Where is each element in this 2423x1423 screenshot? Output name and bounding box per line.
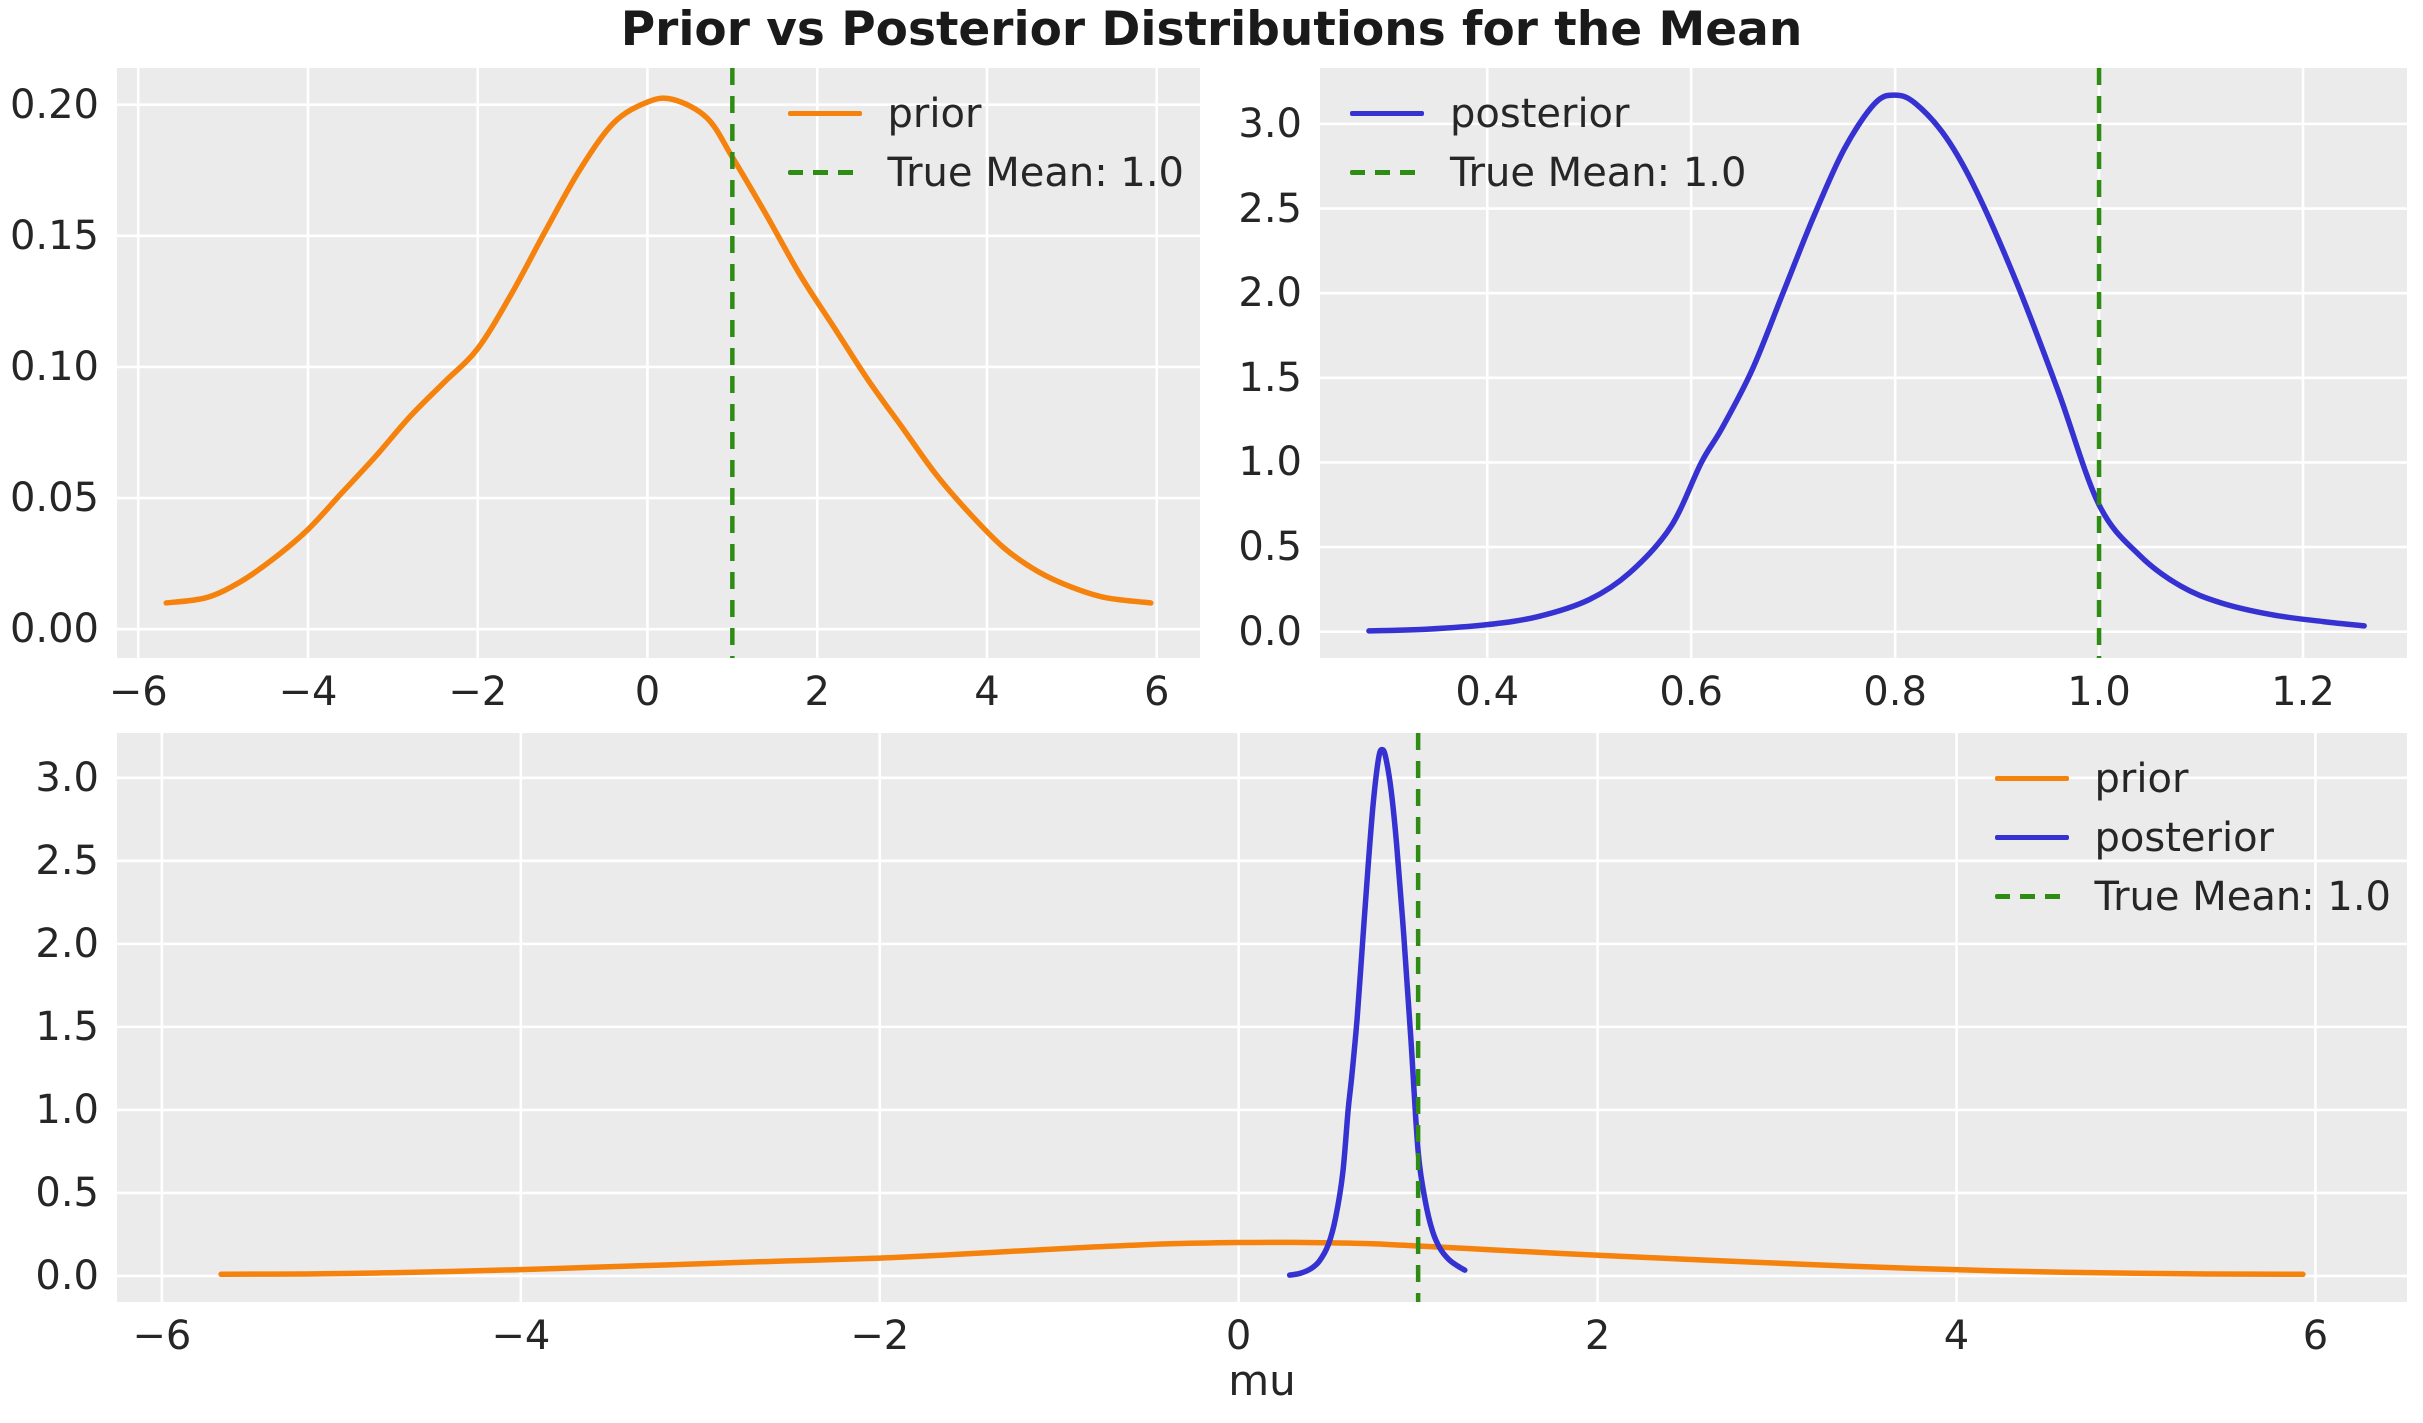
subplot-prior: −6 −4 −2 0 2 4 6 0.00 0.05 0.10 0.15 0.20 prior True … (10, 68, 1200, 712)
x-tick-label: 2 (1584, 1313, 1611, 1359)
y-tick-label: 0.00 (9, 606, 99, 653)
y-tick-label: 0.20 (9, 81, 99, 128)
combined-subplot-plot-area (117, 733, 2407, 1302)
legend-label: posterior (2094, 814, 2275, 861)
posterior-subplot-plot-area (1320, 68, 2407, 658)
y-tick-label: 0.0 (1238, 608, 1302, 655)
dashed-line-sample (1350, 170, 1424, 175)
x-tick-label: 0.4 (1455, 669, 1520, 715)
legend: prior posterior True Mean: 1.0 (1994, 749, 2391, 926)
x-tick-label: −4 (278, 669, 338, 715)
y-tick-label: 2.5 (35, 837, 99, 884)
x-tick-label: 2 (804, 669, 830, 715)
y-tick-label: 2.5 (1238, 185, 1302, 232)
x-tick-label: −4 (491, 1313, 551, 1359)
line-sample (1994, 835, 2069, 840)
x-tick-label: 6 (2302, 1313, 2329, 1359)
x-tick-label: 1.2 (2271, 669, 2335, 715)
x-tick-label: −6 (132, 1313, 192, 1359)
y-tick-label: 3.0 (1238, 100, 1302, 147)
y-tick-label: 3.0 (35, 754, 99, 801)
y-tick-label: 0.5 (1238, 524, 1302, 571)
x-tick-label: 6 (1143, 669, 1170, 715)
legend: posterior True Mean: 1.0 (1350, 84, 1746, 202)
y-tick-label: 1.5 (1238, 354, 1302, 401)
y-tick-label: 2.0 (1238, 270, 1302, 317)
chart-title: Prior vs Posterior Distributions for the… (620, 2, 1803, 57)
x-tick-label: 4 (974, 669, 1000, 715)
x-axis-label-mu: mu (1228, 1356, 1296, 1405)
legend-label: prior (2094, 755, 2189, 802)
subplot-posterior: 0.4 0.6 0.8 1.0 1.2 0.0 0.5 1.0 1.5 2.0 2.5 3.0 post… (1238, 68, 2407, 712)
posterior-curve (1286, 746, 1468, 1278)
legend-label: True Mean: 1.0 (1450, 149, 1747, 196)
y-tick-label: 0.05 (9, 475, 99, 522)
x-tick-label: 0 (634, 669, 661, 715)
x-tick-label: −2 (448, 669, 508, 715)
x-tick-label: 0.8 (1863, 669, 1927, 715)
line-sample (1994, 776, 2069, 781)
legend-item: True Mean: 1.0 (787, 143, 1184, 202)
subplot-combined: −6 −4 −2 0 2 4 6 0.0 0.5 1.0 1.5 2.0 2.5 3.0 prior post… (35, 733, 2407, 1356)
y-tick-label: 1.5 (35, 1003, 99, 1050)
legend-label: True Mean: 1.0 (2094, 873, 2391, 920)
posterior-curve (1366, 92, 2367, 634)
x-tick-label: 1.0 (2067, 669, 2131, 715)
legend: prior True Mean: 1.0 (787, 84, 1184, 202)
legend-label: posterior (1450, 90, 1630, 137)
prior-subplot-plot-area (117, 68, 1200, 658)
x-tick-label: 0.6 (1659, 669, 1723, 715)
line-sample (787, 111, 862, 116)
x-tick-label: 0 (1225, 1313, 1252, 1359)
y-tick-label: 1.0 (1238, 439, 1302, 486)
prior-curve (218, 1239, 2306, 1278)
x-tick-label: −2 (850, 1313, 910, 1359)
x-tick-label: −6 (108, 669, 168, 715)
legend-item: True Mean: 1.0 (1994, 867, 2391, 926)
legend-item: posterior (1994, 808, 2391, 867)
y-tick-label: 1.0 (35, 1086, 99, 1133)
legend-item: True Mean: 1.0 (1350, 143, 1746, 202)
legend-label: prior (887, 90, 982, 137)
y-tick-label: 0.5 (35, 1169, 99, 1216)
y-tick-label: 0.10 (9, 343, 99, 390)
x-tick-label: 4 (1943, 1313, 1970, 1359)
legend-item: posterior (1350, 84, 1746, 143)
y-tick-label: 0.0 (35, 1252, 99, 1299)
dashed-line-sample (1994, 894, 2069, 899)
legend-label: True Mean: 1.0 (887, 149, 1184, 196)
legend-item: prior (1994, 749, 2391, 808)
line-sample (1350, 111, 1424, 116)
legend-item: prior (787, 84, 1184, 143)
y-tick-label: 0.15 (9, 212, 99, 259)
prior-curve (163, 95, 1154, 606)
y-tick-label: 2.0 (35, 920, 99, 967)
dashed-line-sample (787, 170, 862, 175)
